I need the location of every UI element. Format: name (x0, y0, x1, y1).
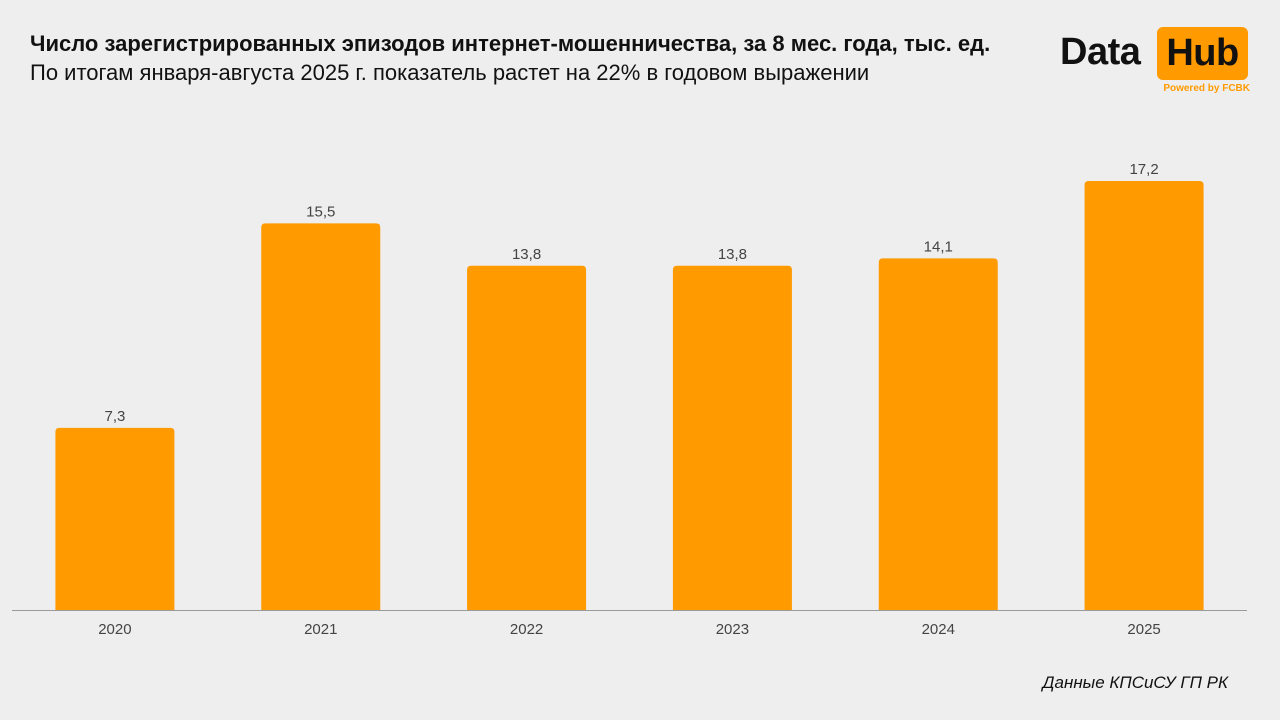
chart-title: Число зарегистрированных эпизодов интерн… (30, 31, 991, 56)
bar-2024 (878, 258, 998, 610)
bar-2020 (55, 427, 175, 610)
logo-tagline: Powered by FCBK (1163, 83, 1250, 94)
logo-word-hub: Hub (1157, 27, 1248, 80)
data-label-2020: 7,3 (104, 408, 125, 425)
data-source-note: Данные КПСиСУ ГП РК (1042, 673, 1228, 692)
x-tick-label-2022: 2022 (510, 621, 543, 638)
data-label-2021: 15,5 (306, 203, 335, 220)
data-label-2024: 14,1 (924, 238, 953, 255)
x-tick-label-2020: 2020 (98, 621, 131, 638)
bar-2022 (467, 265, 587, 610)
datahub-logo: Data Hub Powered by FCBK (1060, 27, 1250, 99)
chart-subtitle: По итогам января-августа 2025 г. показат… (30, 60, 870, 85)
bar-2023 (672, 265, 792, 610)
data-label-2025: 17,2 (1129, 161, 1158, 178)
logo-word-data: Data (1060, 31, 1141, 73)
x-tick-label-2023: 2023 (716, 621, 749, 638)
x-tick-label-2021: 2021 (304, 621, 337, 638)
data-label-2023: 13,8 (718, 246, 747, 263)
x-tick-label-2025: 2025 (1127, 621, 1160, 638)
x-tick-label-2024: 2024 (922, 621, 955, 638)
data-label-2022: 13,8 (512, 246, 541, 263)
bar-2025 (1084, 181, 1204, 610)
bar-2021 (261, 223, 381, 610)
